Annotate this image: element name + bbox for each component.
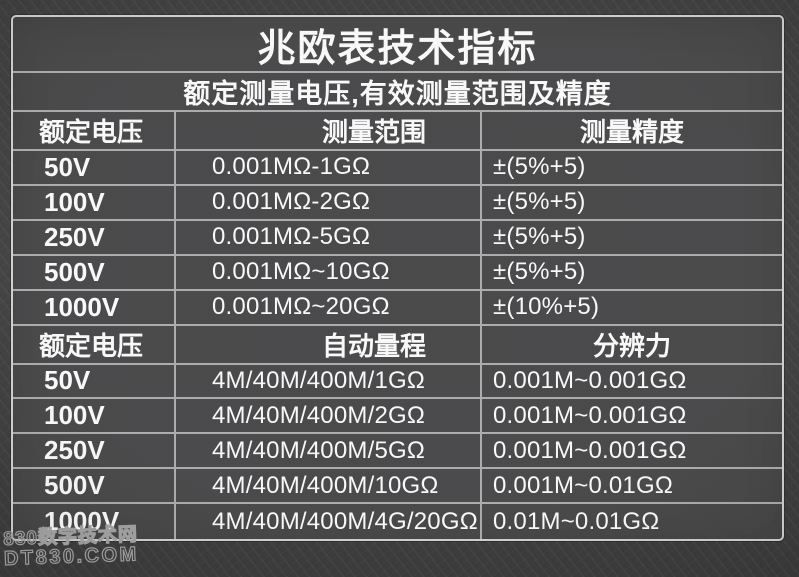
cell-range: 0.001MΩ-1GΩ: [176, 151, 482, 186]
cell-accuracy: ±(5%+5): [482, 186, 782, 221]
cell-autorange: 4M/40M/400M/1GΩ: [176, 364, 482, 400]
header-measure-accuracy: 测量精度: [482, 112, 782, 151]
cell-autorange: 4M/40M/400M/2GΩ: [176, 399, 482, 435]
header-auto-range: 自动量程: [176, 325, 482, 365]
spec-table: 兆欧表技术指标 额定测量电压,有效测量范围及精度 额定电压 测量范围 测量精度 …: [11, 15, 784, 541]
cell-range: 0.001MΩ-5GΩ: [176, 220, 482, 256]
table-subtitle: 额定测量电压,有效测量范围及精度: [13, 73, 782, 112]
cell-voltage: 50V: [13, 151, 176, 186]
cell-voltage: 500V: [13, 469, 176, 505]
cell-voltage: 1000V: [13, 504, 176, 539]
header-rated-voltage: 额定电压: [13, 112, 176, 151]
cell-autorange: 4M/40M/400M/4G/20GΩ: [176, 504, 482, 539]
cell-resolution: 0.01M~0.01GΩ: [493, 507, 660, 535]
cell-voltage: 500V: [13, 255, 176, 291]
cell-accuracy: ±(5%+5): [482, 221, 782, 256]
cell-voltage: 1000V: [13, 290, 176, 326]
cell-resolution: 0.001M~0.01GΩ: [482, 469, 782, 505]
cell-voltage: 250V: [13, 220, 176, 256]
watermark: 830数字技术网 DT830.COM: [2, 524, 140, 571]
cell-range: 0.001MΩ-2GΩ: [176, 185, 482, 221]
table-title: 兆欧表技术指标: [13, 17, 782, 73]
cell-voltage: 250V: [13, 434, 176, 470]
cell-voltage: 100V: [13, 185, 176, 221]
cell-resolution: 0.001M~0.001GΩ: [482, 399, 782, 435]
cell-resolution: 0.001M~0.001GΩ: [482, 365, 782, 400]
cell-accuracy: ±(10%+5): [482, 291, 782, 326]
cell-autorange: 4M/40M/400M/10GΩ: [176, 469, 482, 505]
cell-range: 0.001MΩ~20GΩ: [176, 290, 482, 326]
header-measure-range: 测量范围: [176, 112, 482, 151]
header-resolution: 分辨力: [482, 326, 782, 365]
cell-accuracy: ±(5%+5): [482, 151, 782, 186]
cell-autorange: 4M/40M/400M/5GΩ: [176, 434, 482, 470]
watermark-domain: DT830.COM: [3, 543, 140, 571]
cell-voltage: 100V: [13, 399, 176, 435]
cell-accuracy: ±(5%+5): [482, 256, 782, 291]
cell-range: 0.001MΩ~10GΩ: [176, 255, 482, 291]
cell-voltage: 50V: [13, 364, 176, 400]
header-rated-voltage: 额定电压: [13, 325, 176, 365]
cell-resolution: 0.001M~0.001GΩ: [482, 434, 782, 470]
